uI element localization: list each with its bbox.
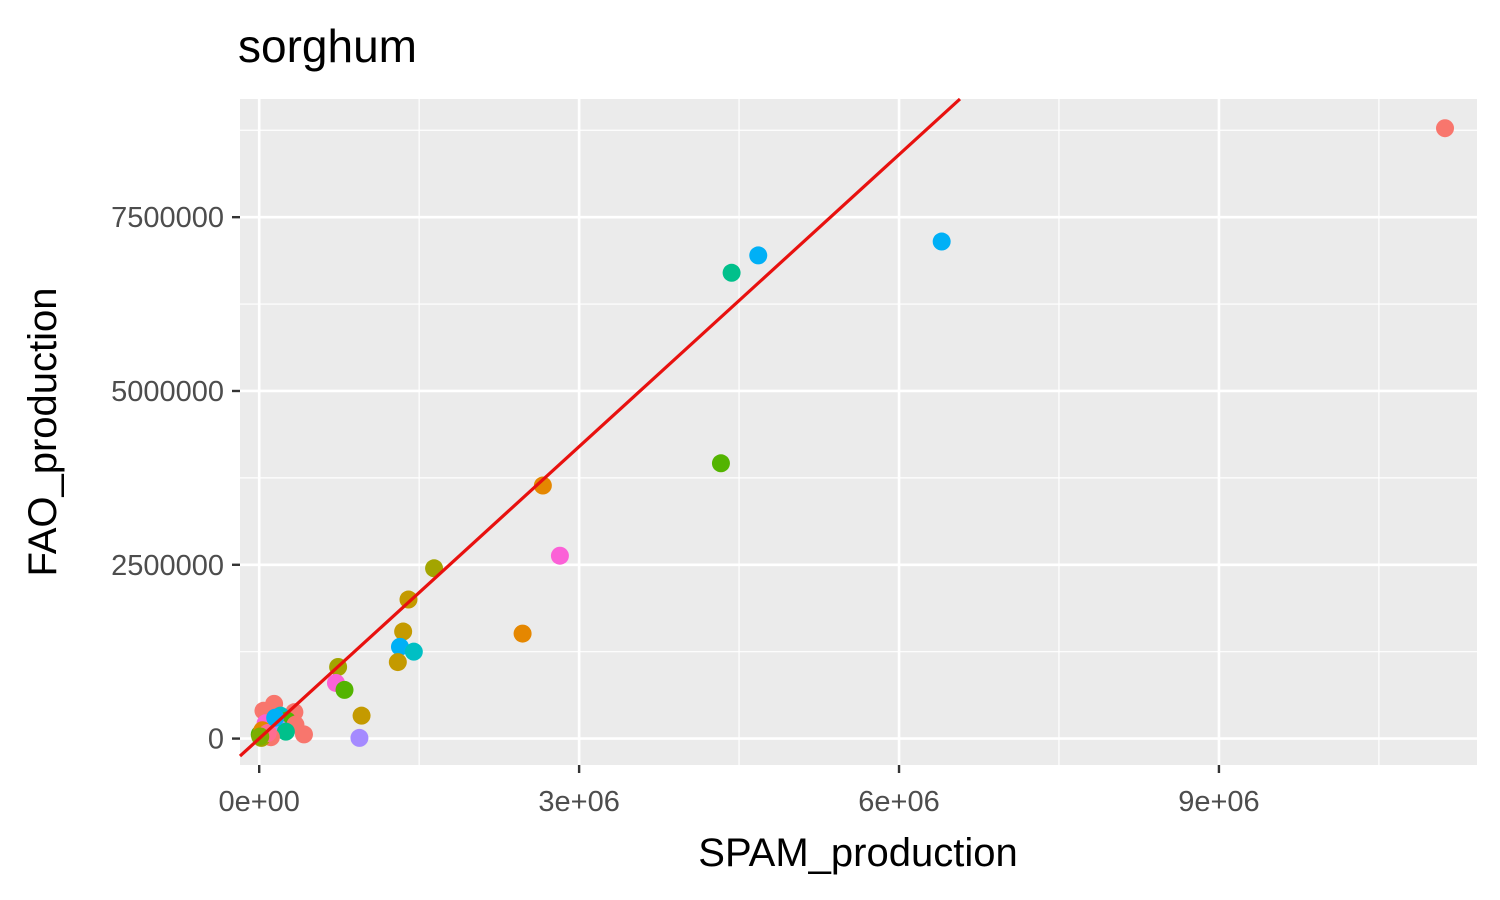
data-point bbox=[722, 263, 741, 282]
x-tick-label: 3e+06 bbox=[538, 786, 619, 818]
data-point bbox=[394, 622, 413, 641]
x-tick-label: 0e+00 bbox=[218, 786, 299, 818]
data-point bbox=[335, 680, 354, 699]
minor-gridlines bbox=[240, 99, 1477, 765]
chart-title: sorghum bbox=[238, 20, 417, 72]
reference-line bbox=[238, 97, 962, 758]
data-point bbox=[294, 725, 313, 744]
data-point bbox=[533, 476, 552, 495]
data-point bbox=[749, 246, 768, 265]
y-axis-title: FAO_production bbox=[21, 287, 65, 576]
data-point bbox=[932, 232, 951, 251]
y-axis: 0 2500000 5000000 7500000 bbox=[111, 202, 240, 756]
y-tick-label: 7500000 bbox=[111, 202, 224, 234]
x-axis: 0e+00 3e+06 6e+06 9e+06 bbox=[218, 765, 1260, 818]
x-tick-label: 9e+06 bbox=[1178, 786, 1259, 818]
data-point bbox=[399, 590, 418, 609]
data-point bbox=[276, 722, 295, 741]
plot-panel bbox=[240, 99, 1477, 765]
data-point bbox=[550, 546, 569, 565]
data-point bbox=[350, 728, 369, 747]
data-point bbox=[404, 642, 423, 661]
y-tick-label: 2500000 bbox=[111, 550, 224, 582]
data-point bbox=[390, 637, 409, 656]
data-point bbox=[388, 653, 407, 672]
data-point bbox=[513, 624, 532, 643]
y-tick-label: 5000000 bbox=[111, 376, 224, 408]
data-point bbox=[352, 706, 371, 725]
data-point bbox=[711, 454, 730, 473]
data-point bbox=[266, 708, 285, 727]
major-gridlines bbox=[240, 99, 1477, 765]
x-tick-label: 6e+06 bbox=[858, 786, 939, 818]
y-tick-label: 0 bbox=[208, 724, 224, 756]
data-point bbox=[1436, 119, 1455, 138]
x-axis-title: SPAM_production bbox=[698, 831, 1017, 875]
